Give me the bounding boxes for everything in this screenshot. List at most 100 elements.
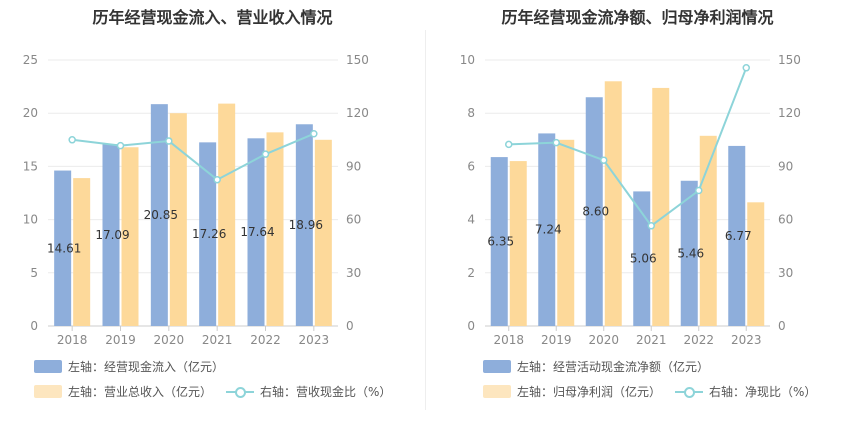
bar-orange [121, 147, 139, 326]
y-left-tick-label: 10 [23, 213, 38, 227]
x-tick-label: 2018 [57, 333, 88, 347]
y-right-tick-label: 0 [778, 319, 786, 333]
y-left-tick-label: 2 [467, 266, 475, 280]
y-right-tick-label: 30 [346, 266, 361, 280]
line-point [261, 150, 270, 158]
y-left-tick-label: 5 [30, 266, 38, 280]
bar-orange [314, 139, 332, 326]
y-right-tick-label: 150 [778, 53, 801, 67]
legend-label: 右轴：营收现金比（%） [260, 384, 392, 399]
bar-orange [266, 132, 284, 326]
line-point [552, 138, 560, 147]
line-point [213, 175, 221, 184]
line-point [505, 140, 513, 149]
y-left-tick-label: 4 [467, 213, 475, 227]
legend-row-1: 左轴：经营活动现金流净额（亿元） [483, 357, 723, 375]
legend-swatch-orange [34, 384, 62, 398]
y-right-tick-label: 30 [778, 266, 793, 280]
line-point [165, 137, 173, 145]
bar-orange [652, 87, 670, 327]
bar-value-label: 6.77 [725, 229, 752, 243]
x-tick-label: 2019 [541, 333, 572, 347]
bar-blue [247, 138, 265, 326]
bar-orange [218, 103, 236, 327]
bar-blue [102, 144, 120, 326]
bar-value-label: 20.85 [144, 208, 178, 222]
y-right-tick-label: 150 [346, 53, 369, 67]
y-right-tick-label: 60 [778, 213, 793, 227]
legend-swatch-blue [34, 359, 62, 373]
chart-panel-right: 历年经营现金流净额、归母净利润情况 0 0 2 30 4 60 6 90 8 120 10 150 20… [425, 0, 850, 437]
bar-value-label: 14.61 [47, 241, 81, 255]
bar-value-label: 5.06 [630, 252, 657, 266]
legend-item-line[interactable]: 右轴：营收现金比（%） [226, 383, 391, 400]
line-point [647, 222, 655, 230]
legend-row-1: 左轴：经营现金流入（亿元） [34, 357, 238, 375]
x-tick-label: 2019 [105, 333, 136, 347]
legend-item-bar2[interactable]: 左轴：归母净利润（亿元） [483, 383, 661, 400]
chart-panel-left: 历年经营现金流入、营业收入情况 0 0 5 30 10 60 15 90 20 120 25 150 2… [23, 8, 392, 400]
panel-divider [425, 30, 426, 410]
bar-orange [604, 81, 622, 326]
legend-label: 左轴：归母净利润（亿元） [517, 384, 662, 399]
legend-item-bar1[interactable]: 左轴：经营活动现金流净额（亿元） [483, 358, 709, 375]
line-series [72, 132, 315, 181]
x-tick-label: 2022 [683, 333, 714, 347]
legend-line-icon [226, 385, 255, 398]
y-left-tick-label: 6 [467, 159, 475, 173]
y-left-tick-label: 0 [467, 319, 475, 333]
bar-orange [699, 135, 717, 326]
y-right-tick-label: 120 [346, 106, 369, 120]
y-left-tick-label: 0 [30, 319, 38, 333]
line-point [600, 156, 608, 164]
legend-item-line[interactable]: 右轴：净现比（%） [675, 383, 816, 400]
y-right-tick-label: 90 [778, 159, 793, 173]
x-tick-label: 2020 [588, 333, 619, 347]
line-point [310, 130, 318, 138]
x-tick-label: 2020 [154, 333, 185, 347]
line-series [508, 67, 748, 228]
legend-label: 左轴：经营现金流入（亿元） [68, 359, 225, 374]
y-left-tick-label: 10 [460, 53, 475, 67]
bar-value-label: 5.46 [677, 246, 704, 260]
legend-label: 左轴：经营活动现金流净额（亿元） [517, 359, 710, 374]
bar-value-label: 17.09 [95, 228, 129, 242]
legend-item-bar2[interactable]: 左轴：营业总收入（亿元） [34, 383, 212, 400]
legend-label: 左轴：营业总收入（亿元） [68, 384, 213, 399]
bar-value-label: 18.96 [289, 218, 323, 232]
bar-blue [633, 191, 651, 326]
y-right-tick-label: 90 [346, 159, 361, 173]
line-point [695, 186, 703, 195]
y-right-tick-label: 0 [346, 319, 354, 333]
y-left-tick-label: 15 [23, 159, 38, 173]
bar-orange [169, 113, 187, 326]
bar-value-label: 7.24 [535, 223, 562, 237]
bar-orange [747, 202, 765, 326]
legend-line-icon [675, 385, 704, 398]
legend-item-bar1[interactable]: 左轴：经营现金流入（亿元） [34, 358, 224, 375]
bar-value-label: 8.60 [582, 205, 609, 219]
y-right-tick-label: 120 [778, 106, 801, 120]
bar-orange [509, 161, 527, 326]
bar-blue [490, 157, 508, 326]
bar-value-label: 17.26 [192, 227, 226, 241]
chart-title: 历年经营现金流入、营业收入情况 [92, 8, 333, 27]
line-point [68, 136, 76, 144]
legend-swatch-orange [483, 384, 511, 398]
bar-blue [728, 145, 746, 326]
legend-swatch-blue [483, 359, 511, 373]
y-left-tick-label: 25 [23, 53, 38, 67]
y-left-tick-label: 20 [23, 106, 38, 120]
x-tick-label: 2018 [493, 333, 524, 347]
bar-orange [557, 139, 575, 326]
x-tick-label: 2023 [731, 333, 762, 347]
bar-blue [54, 170, 72, 326]
y-left-tick-label: 8 [467, 106, 475, 120]
chart-title: 历年经营现金流净额、归母净利润情况 [501, 8, 774, 27]
bar-value-label: 17.64 [240, 225, 274, 239]
bar-blue [150, 104, 168, 326]
chart-plot-right: 0 0 2 30 4 60 6 90 8 120 10 150 2018 2019 2020 2021 2022… [460, 53, 801, 347]
legend-row-2: 左轴：归母净利润（亿元） 右轴：净现比（%） [483, 382, 830, 400]
bar-blue [295, 124, 313, 327]
bar-value-label: 6.35 [487, 235, 514, 249]
